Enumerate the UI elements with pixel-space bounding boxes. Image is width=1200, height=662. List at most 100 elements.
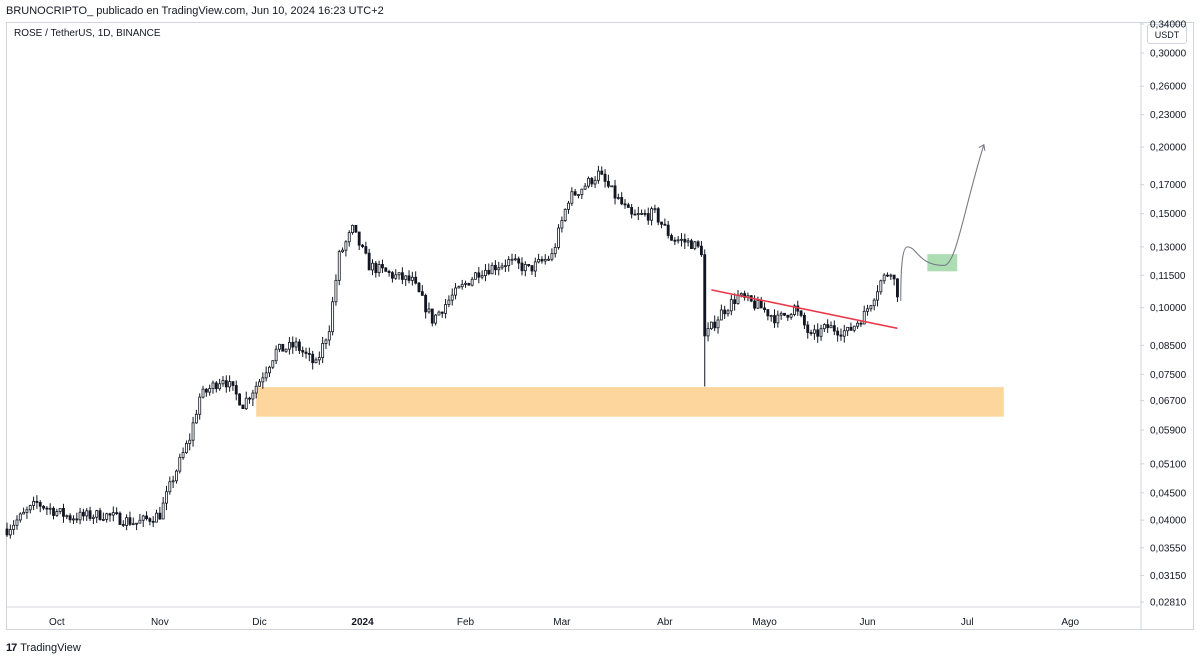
candle-up [434,314,438,324]
candle-down [699,245,703,256]
candle-up [377,264,381,274]
symbol-title[interactable]: ROSE / TetherUS, 1D, BINANCE [14,28,161,39]
candle-up [822,324,826,330]
candle-down [364,246,368,254]
candle-down [68,515,72,521]
candle-up [567,202,570,210]
candle-up [427,308,431,313]
candle-up [812,329,816,334]
candle-up [347,232,351,243]
candle-up [218,383,222,390]
candle-down [204,388,208,393]
candle-up [553,246,557,255]
candle-up [72,518,75,521]
candle-up [676,239,680,242]
candle-down [623,203,627,206]
candle-up [610,185,614,188]
candle-up [194,413,198,424]
candle-up [470,278,474,286]
candle-up [278,343,281,350]
candle-up [726,310,730,315]
candle-up [882,274,886,282]
candle-down [786,314,790,318]
candle-up [111,512,115,516]
price-tick-label: 0,30000 [1150,49,1187,60]
candle-up [793,305,796,315]
candle-up [889,274,893,277]
projection-path [900,144,985,301]
tradingview-logo-icon: 17 [6,642,17,654]
candle-down [892,274,896,280]
candle-down [291,341,295,348]
price-tick-label: 0,13000 [1150,242,1187,253]
candle-up [397,272,401,276]
candle-up [334,279,338,303]
time-tick-label: Nov [151,617,169,628]
candle-down [390,272,394,279]
candle-up [444,304,448,314]
candle-up [65,515,69,518]
candle-down [896,278,899,298]
candle-up [560,220,564,229]
candle-down [5,528,9,536]
candle-down [766,309,770,317]
price-tick-label: 0,15000 [1150,209,1187,220]
currency-selector[interactable]: USDT [1147,24,1187,44]
candle-down [128,517,132,525]
red-trendline [711,289,898,330]
candle-up [184,443,188,453]
candle-up [454,287,457,296]
candle-up [510,258,514,261]
chart-frame [6,22,1194,630]
price-tick-label: 0,10000 [1150,303,1187,314]
candle-up [640,213,644,215]
candle-up [523,264,527,272]
candle-down [88,510,92,519]
price-tick-label: 0,05900 [1150,426,1187,437]
candle-up [450,294,454,301]
candle-up [789,314,793,318]
candle-up [131,523,135,526]
candle-up [15,519,19,526]
candle-down [613,185,617,199]
candle-up [776,314,780,324]
price-axis[interactable]: 0,34000 0,30000 0,26000 0,23000 0,20000 0,170… [1140,20,1187,630]
candle-up [95,510,99,518]
candle-down [603,173,607,182]
candle-up [25,509,29,513]
candle-down [836,330,840,336]
candle-down [417,282,421,293]
candle-down [663,223,667,226]
candle-up [729,299,733,312]
candle-up [8,529,12,536]
candle-up [178,457,182,472]
price-tick-label: 0,03550 [1150,543,1187,554]
candle-up [22,511,26,515]
candle-up [274,348,278,362]
candle-up [513,258,517,261]
candle-down [214,382,218,390]
candle-down [121,524,125,526]
candle-up [337,251,341,281]
price-tick-label: 0,04000 [1150,516,1187,527]
publisher-line: BRUNOCRIPTO_ publicado en TradingView.co… [6,5,384,17]
candle-up [138,519,142,524]
time-axis[interactable]: Oct Nov Dic 2024 Feb Mar Abr Mayo Jun Jul Ago [7,606,1140,628]
candle-up [394,274,398,279]
time-tick-label: Dic [252,617,266,628]
candle-down [626,204,630,208]
candle-down [75,518,79,521]
candle-up [686,240,690,243]
candle-up [842,330,846,337]
candle-up [78,511,82,521]
candle-up [410,276,414,281]
candle-up [161,502,165,520]
candle-up [593,179,597,185]
chart-header: BRUNOCRIPTO_ publicado en TradingView.co… [0,0,1200,24]
candle-up [341,249,345,253]
candle-down [234,385,238,395]
candle-up [261,377,265,383]
candle-down [703,254,707,337]
candle-up [876,291,879,301]
